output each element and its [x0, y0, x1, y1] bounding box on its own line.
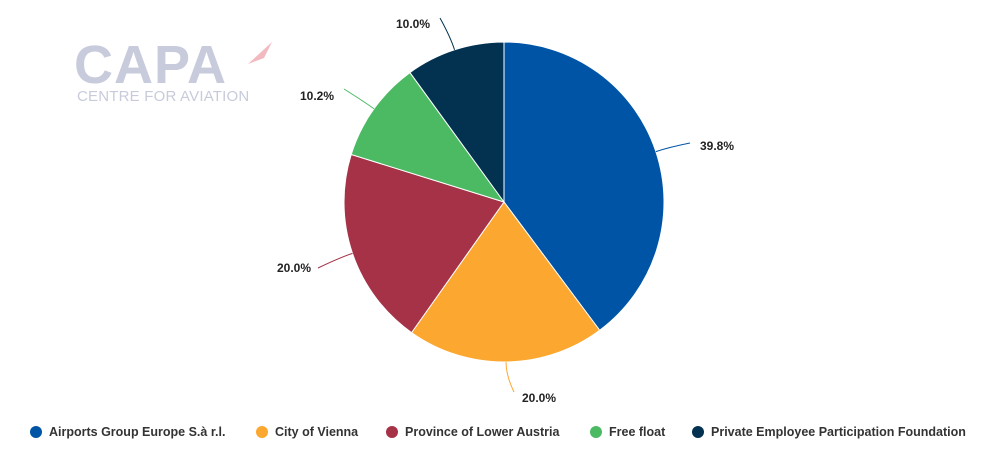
- legend-label: Free float: [609, 425, 666, 439]
- leader-line-3: [317, 252, 353, 269]
- legend-label: Private Employee Participation Foundatio…: [711, 425, 966, 439]
- data-label-4: 10.2%: [300, 89, 334, 103]
- pie-chart: 39.8% 20.0% 20.0% 10.2% 10.0%: [277, 17, 734, 405]
- legend-marker-icon: [30, 426, 42, 438]
- logo-tagline: CENTRE FOR AVIATION: [77, 88, 250, 105]
- data-label-3: 20.0%: [277, 261, 311, 275]
- legend-marker-icon: [590, 426, 602, 438]
- leader-line-4: [343, 88, 375, 110]
- data-label-2: 20.0%: [522, 391, 556, 405]
- pie-data-labels: 39.8% 20.0% 20.0% 10.2% 10.0%: [277, 17, 734, 405]
- legend-item-3[interactable]: Province of Lower Austria: [386, 425, 559, 439]
- pie-leader-lines: [317, 17, 691, 393]
- legend-label: City of Vienna: [275, 425, 359, 439]
- chart-legend: Airports Group Europe S.à r.l. City of Vi…: [0, 425, 988, 447]
- legend-label: Airports Group Europe S.à r.l.: [49, 425, 226, 439]
- leader-line-1: [655, 142, 691, 153]
- pie-slices: [343, 41, 665, 363]
- plane-icon: [248, 42, 272, 64]
- logo-wordmark: CAPA: [74, 35, 228, 95]
- legend-item-4[interactable]: Free float: [590, 425, 665, 439]
- legend-item-2[interactable]: City of Vienna: [256, 425, 358, 439]
- legend-item-1[interactable]: Airports Group Europe S.à r.l.: [30, 425, 225, 439]
- pie-slice-4[interactable]: [350, 71, 506, 203]
- legend-label: Province of Lower Austria: [405, 425, 560, 439]
- data-label-1: 39.8%: [700, 139, 734, 153]
- data-label-5: 10.0%: [396, 17, 430, 31]
- legend-marker-icon: [386, 426, 398, 438]
- legend-item-5[interactable]: Private Employee Participation Foundatio…: [692, 425, 966, 439]
- legend-marker-icon: [256, 426, 268, 438]
- leader-line-2: [505, 361, 515, 393]
- leader-line-5: [439, 17, 456, 50]
- legend-marker-icon: [692, 426, 704, 438]
- capa-logo: CAPA CENTRE FOR AVIATION: [74, 38, 284, 108]
- pie-slice-3[interactable]: [343, 153, 505, 334]
